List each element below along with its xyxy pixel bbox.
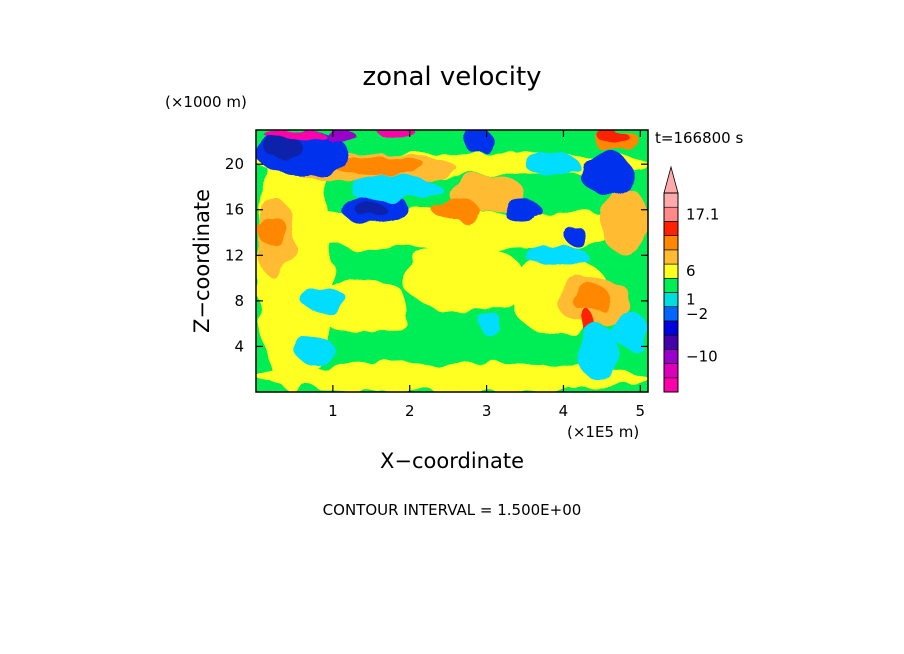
contour-region-yellow <box>256 130 333 392</box>
colorbar-swatch <box>663 334 679 350</box>
x-tick-label: 5 <box>636 402 646 420</box>
contour-region-light_orange <box>601 186 648 256</box>
colorbar-swatch <box>663 206 679 222</box>
contour-region-navy <box>355 202 387 218</box>
contour-region-orange <box>571 283 610 313</box>
contour-region-magenta <box>378 130 418 138</box>
contour-region-blue <box>578 152 633 193</box>
colorbar-swatch <box>663 235 679 251</box>
chart-title: zonal velocity <box>362 62 541 92</box>
x-tick-label: 4 <box>559 402 569 420</box>
time-label: t=166800 s <box>655 129 743 147</box>
contour-region-yellow <box>402 243 526 313</box>
plot-area <box>256 130 648 392</box>
contour-region-cyan <box>525 243 587 267</box>
contour-region-blue <box>563 226 587 244</box>
contour-region-cyan <box>609 312 648 347</box>
colorbar-swatch <box>663 377 679 393</box>
colorbar-label: 1 <box>686 291 696 309</box>
x-unit-label: (×1E5 m) <box>567 423 639 441</box>
y-tick-label: 20 <box>225 155 244 173</box>
y-tick-label: 16 <box>225 201 244 219</box>
contour-region-cyan <box>294 335 333 364</box>
y-unit-label: (×1000 m) <box>165 93 247 111</box>
x-tick-label: 1 <box>328 402 338 420</box>
contour-region-yellow <box>317 278 410 336</box>
colorbar-swatch <box>663 263 679 279</box>
colorbar-swatch <box>663 249 679 265</box>
x-axis-label: X−coordinate <box>380 449 524 473</box>
contour-region-orange <box>432 198 479 222</box>
colorbar-label: 17.1 <box>686 205 719 223</box>
colorbar-frame <box>663 192 679 393</box>
colorbar-max-arrow <box>663 165 679 194</box>
contour-region-cyan <box>525 152 579 176</box>
y-tick-label: 8 <box>234 292 244 310</box>
contour-region-magenta <box>263 130 326 140</box>
contour-region-orange <box>256 215 287 244</box>
colorbar-swatch <box>663 349 679 364</box>
contour-region-cyan <box>478 312 502 336</box>
plot-frame <box>255 129 649 393</box>
contour-region-yellow <box>256 363 648 392</box>
contour-region-orange <box>332 155 426 176</box>
x-tick-label: 3 <box>482 402 492 420</box>
colorbar: 17.1 6 1−2 −10 <box>663 165 719 393</box>
colorbar-label: −10 <box>686 347 718 365</box>
contour-fills <box>256 130 648 392</box>
colorbar-swatch <box>663 320 679 336</box>
colorbar-swatch <box>663 292 679 308</box>
y-tick-label: 4 <box>234 337 244 355</box>
contour-region-cyan <box>302 289 349 313</box>
colorbar-swatch <box>663 363 679 379</box>
colorbar-swatch <box>663 277 679 293</box>
contour-interval-text: CONTOUR INTERVAL = 1.500E+00 <box>323 501 582 519</box>
y-axis: 4 8 12 16 20 <box>225 155 648 355</box>
colorbar-label: 6 <box>686 262 696 280</box>
x-tick-label: 2 <box>405 402 415 420</box>
contour-region-cyan <box>348 175 441 201</box>
contour-region-violet <box>325 130 356 142</box>
y-axis-label: Z−coordinate <box>190 189 214 333</box>
colorbar-label: −2 <box>686 305 708 323</box>
contour-region-navy <box>263 135 303 159</box>
colorbar-swatch <box>663 221 679 236</box>
contour-region-blue <box>501 198 541 222</box>
contour-region-red <box>598 130 629 144</box>
y-tick-label: 12 <box>225 246 244 264</box>
colorbar-swatch <box>663 192 679 208</box>
contour-region-blue <box>463 130 495 153</box>
x-axis: 1 2 3 4 5 <box>328 130 645 420</box>
contour-region-cyan <box>578 323 618 381</box>
colorbar-swatch <box>663 306 679 322</box>
